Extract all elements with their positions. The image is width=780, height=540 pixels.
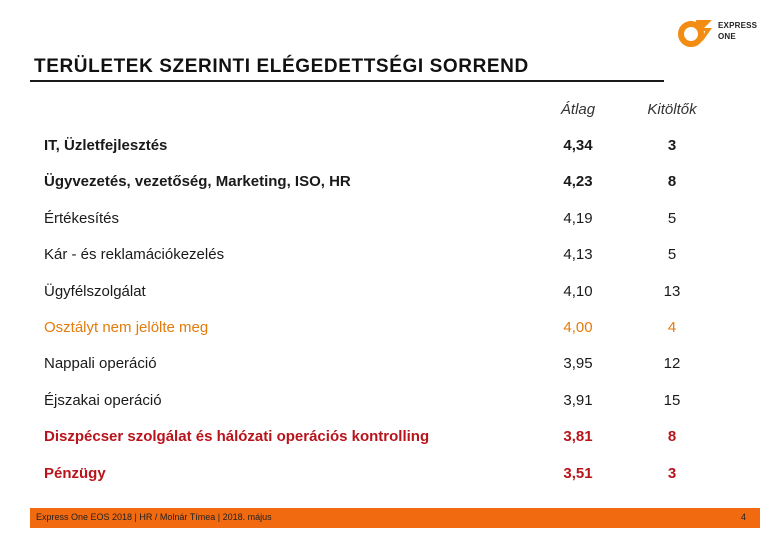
respondent-count: 12 bbox=[663, 355, 681, 373]
average-score: 3,51 bbox=[563, 464, 593, 482]
respondent-count: 8 bbox=[667, 173, 677, 191]
page-title: TERÜLETEK SZERINTI ELÉGEDETTSÉGI SORREND bbox=[34, 56, 529, 77]
express-one-logo-icon bbox=[678, 20, 712, 47]
department-name: IT, Üzletfejlesztés bbox=[44, 137, 168, 154]
page-number: 4 bbox=[740, 512, 746, 522]
respondent-count: 8 bbox=[667, 428, 677, 446]
logo-line-2: ONE bbox=[718, 32, 736, 41]
table-row: Pénzügy 3,51 3 bbox=[0, 456, 780, 492]
table-row: Ügyvezetés, vezetőség, Marketing, ISO, H… bbox=[0, 164, 780, 200]
department-name: Ügyvezetés, vezetőség, Marketing, ISO, H… bbox=[44, 173, 351, 191]
table-row: Ügyfélszolgálat 4,10 13 bbox=[0, 274, 780, 310]
table-row: Diszpécser szolgálat és hálózati operáci… bbox=[0, 419, 780, 455]
respondent-count: 5 bbox=[667, 246, 677, 264]
average-score: 4,19 bbox=[563, 209, 593, 227]
respondent-count: 3 bbox=[667, 464, 677, 482]
department-name: Nappali operáció bbox=[44, 355, 157, 373]
average-score: 4,23 bbox=[563, 173, 593, 191]
average-score: 3,81 bbox=[563, 428, 593, 446]
department-name: Éjszakai operáció bbox=[44, 391, 162, 409]
respondent-count: 4 bbox=[667, 319, 677, 336]
department-name: Értékesítés bbox=[44, 209, 120, 227]
table-row: IT, Üzletfejlesztés 4,34 3 bbox=[0, 128, 780, 164]
respondent-count: 13 bbox=[663, 282, 681, 300]
logo-wordmark: EXPRESS ONE bbox=[718, 20, 757, 42]
table-row: Nappali operáció 3,95 12 bbox=[0, 346, 780, 382]
department-name: Diszpécser szolgálat és hálózati operáci… bbox=[44, 428, 430, 446]
table-row: Kár - és reklamációkezelés 4,13 5 bbox=[0, 237, 780, 273]
logo-line-1: EXPRESS bbox=[718, 21, 758, 30]
department-name: Pénzügy bbox=[44, 464, 106, 482]
table-row: Osztályt nem jelölte meg 4,00 4 bbox=[0, 310, 780, 346]
average-score: 3,95 bbox=[563, 355, 593, 373]
title-underline bbox=[30, 80, 664, 82]
table-row: Értékesítés 4,19 5 bbox=[0, 201, 780, 237]
column-header-average: Átlag bbox=[560, 101, 596, 118]
footer-bar: Express One EOS 2018 | HR / Molnár Tímea… bbox=[30, 508, 760, 528]
department-name: Kár - és reklamációkezelés bbox=[44, 246, 225, 264]
department-name: Ügyfélszolgálat bbox=[44, 282, 146, 300]
respondent-count: 3 bbox=[667, 137, 677, 154]
respondent-count: 5 bbox=[667, 209, 677, 227]
average-score: 4,13 bbox=[563, 246, 593, 264]
column-header-respondents: Kitöltők bbox=[647, 101, 697, 118]
average-score: 4,10 bbox=[563, 282, 593, 300]
footer-text: Express One EOS 2018 | HR / Molnár Tímea… bbox=[36, 512, 272, 522]
average-score: 4,34 bbox=[563, 137, 593, 154]
department-name: Osztályt nem jelölte meg bbox=[44, 319, 209, 336]
respondent-count: 15 bbox=[663, 391, 681, 409]
company-logo: EXPRESS ONE bbox=[678, 16, 768, 48]
average-score: 4,00 bbox=[563, 319, 593, 336]
average-score: 3,91 bbox=[563, 391, 593, 409]
table-row: Éjszakai operáció 3,91 15 bbox=[0, 383, 780, 419]
